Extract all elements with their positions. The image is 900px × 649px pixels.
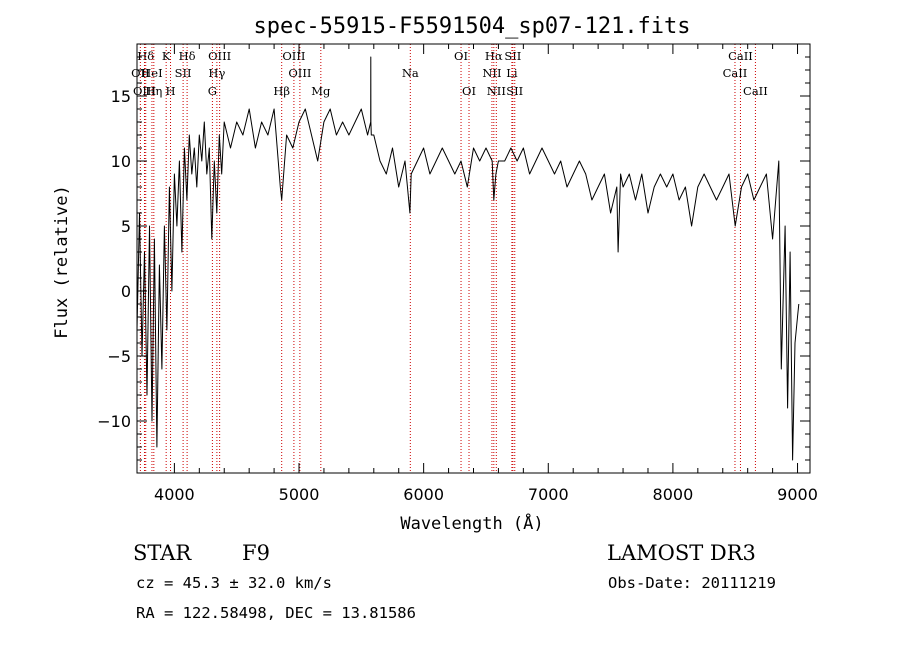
line-id-label: Li [506,66,518,80]
series-line-flux [136,56,800,461]
line-id-label: Hβ [273,84,290,98]
line-id-label: CaII [728,49,753,63]
y-tick-label: 0 [121,282,131,301]
x-tick-label: 9000 [777,485,818,504]
line-id-label: SII [504,49,521,63]
object-subclass: F9 [242,541,270,565]
x-tick-label: 6000 [403,485,444,504]
x-tick-label: 7000 [528,485,569,504]
line-id-label: CaII [743,84,768,98]
line-id-label: Hα [485,49,503,63]
y-tick-label: 10 [111,152,131,171]
line-id-label: OIII [133,84,156,98]
line-id-label: OII [131,66,150,80]
line-id-label: HeI [141,66,162,80]
coordinates: RA = 122.58498, DEC = 13.81586 [136,604,416,622]
y-tick-label: −10 [97,412,131,431]
survey-name: LAMOST DR3 [607,541,756,565]
line-id-label: SII [175,66,192,80]
line-id-label: NII [482,66,501,80]
line-id-label: NII [487,84,506,98]
series-layer [136,56,800,461]
line-id-label: OIII [288,66,311,80]
axis-ticks: 4000 5000 6000 7000 8000 9000 −10 −5 0 5 10 15 [97,44,818,504]
line-id-label: SII [506,84,523,98]
y-tick-label: −5 [107,347,131,366]
x-tick-label: 4000 [154,485,195,504]
line-id-label: OIII [282,49,305,63]
x-axis-label: Wavelength (Å) [400,512,543,534]
line-id-label: Hη [145,84,162,98]
line-id-label: OIII [208,49,231,63]
line-id-label: K [162,49,171,63]
line-id-label: Hδ [179,49,196,63]
line-id-label: Na [402,66,419,80]
y-axis-label: Flux (relative) [52,185,72,339]
line-id-label: OI [462,84,476,98]
line-id-label: OI [454,49,468,63]
obs-date: Obs-Date: 20111219 [608,574,776,592]
line-id-label: Mg [311,84,331,98]
line-id-label: CaII [723,66,748,80]
line-id-label: Hγ [208,66,225,80]
x-tick-label: 5000 [279,485,320,504]
y-tick-label: 5 [121,217,131,236]
line-id-label: H [166,84,176,98]
redshift-readout: cz = 45.3 ± 32.0 km/s [136,574,332,592]
x-tick-label: 8000 [653,485,694,504]
chart-title: spec-55915-F5591504_sp07-121.fits [253,14,690,39]
y-tick-label: 15 [111,87,131,106]
line-id-label: Hδ [137,49,154,63]
line-id-label: G [208,84,217,98]
object-class: STAR [133,541,192,565]
plot-frame [136,43,811,474]
